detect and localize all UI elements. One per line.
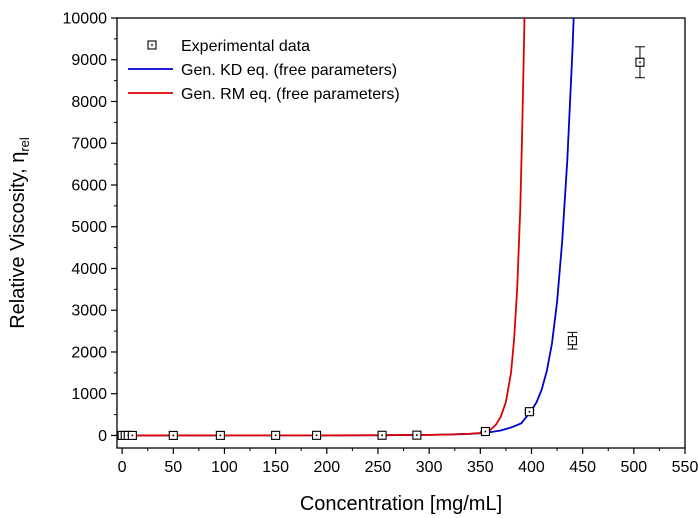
x-tick-label: 200 <box>313 459 340 476</box>
data-point-center <box>571 339 574 342</box>
y-tick-label: 1000 <box>71 386 107 403</box>
legend-swatch-center <box>151 44 153 46</box>
data-point-center <box>639 61 641 64</box>
legend-label: Experimental data <box>181 38 310 55</box>
y-axis-title: Relative Viscosity, ηrel <box>7 137 32 329</box>
data-point-center <box>274 434 277 437</box>
legend-item: Gen. RM eq. (free parameters) <box>128 86 400 103</box>
x-tick-label: 400 <box>518 459 545 476</box>
legend-label: Gen. KD eq. (free parameters) <box>181 62 397 79</box>
x-tick-label: 500 <box>620 459 647 476</box>
x-axis-title: Concentration [mg/mL] <box>300 493 502 515</box>
data-point-center <box>381 434 383 437</box>
x-tick-label: 450 <box>569 459 596 476</box>
x-tick-label: 150 <box>262 459 289 476</box>
y-axis-title-main: Relative Viscosity, η <box>7 152 29 329</box>
plot-area <box>117 18 645 440</box>
plot-frame <box>116 17 686 449</box>
x-tick-label: 550 <box>672 459 699 476</box>
x-tick-label: 0 <box>118 459 127 476</box>
data-point-center <box>219 434 222 437</box>
y-tick-label: 3000 <box>71 303 107 320</box>
x-axis: 0 50 100 150 200 250 300 350 400 450 500 550 <box>118 448 699 476</box>
data-point-center <box>315 434 318 437</box>
data-point-center <box>484 430 487 433</box>
y-tick-label: 0 <box>98 428 107 445</box>
x-tick-label: 300 <box>416 459 443 476</box>
data-point-center <box>172 434 175 437</box>
y-axis-title-subscript: rel <box>17 137 32 152</box>
legend-item: Gen. KD eq. (free parameters) <box>128 62 397 79</box>
y-tick-label: 2000 <box>71 344 107 361</box>
x-tick-label: 350 <box>467 459 494 476</box>
y-tick-label: 5000 <box>71 219 107 236</box>
y-tick-label: 9000 <box>71 52 107 69</box>
legend: Experimental data Gen. KD eq. (free param… <box>128 38 400 103</box>
y-tick-label: 6000 <box>71 177 107 194</box>
data-point-center <box>528 410 531 413</box>
y-tick-label: 10000 <box>63 11 108 28</box>
y-axis: 0 1000 2000 3000 4000 5000 6000 7000 8000 9000 100… <box>63 11 117 445</box>
data-points <box>117 46 645 440</box>
y-tick-label: 4000 <box>71 261 107 278</box>
data-point-center <box>131 434 134 437</box>
legend-item: Experimental data <box>147 38 310 55</box>
y-tick-label: 7000 <box>71 136 107 153</box>
x-tick-label: 250 <box>365 459 392 476</box>
x-tick-label: 50 <box>164 459 182 476</box>
data-point-center <box>416 434 418 436</box>
y-tick-label: 8000 <box>71 94 107 111</box>
legend-label: Gen. RM eq. (free parameters) <box>181 86 400 103</box>
x-tick-label: 100 <box>211 459 238 476</box>
